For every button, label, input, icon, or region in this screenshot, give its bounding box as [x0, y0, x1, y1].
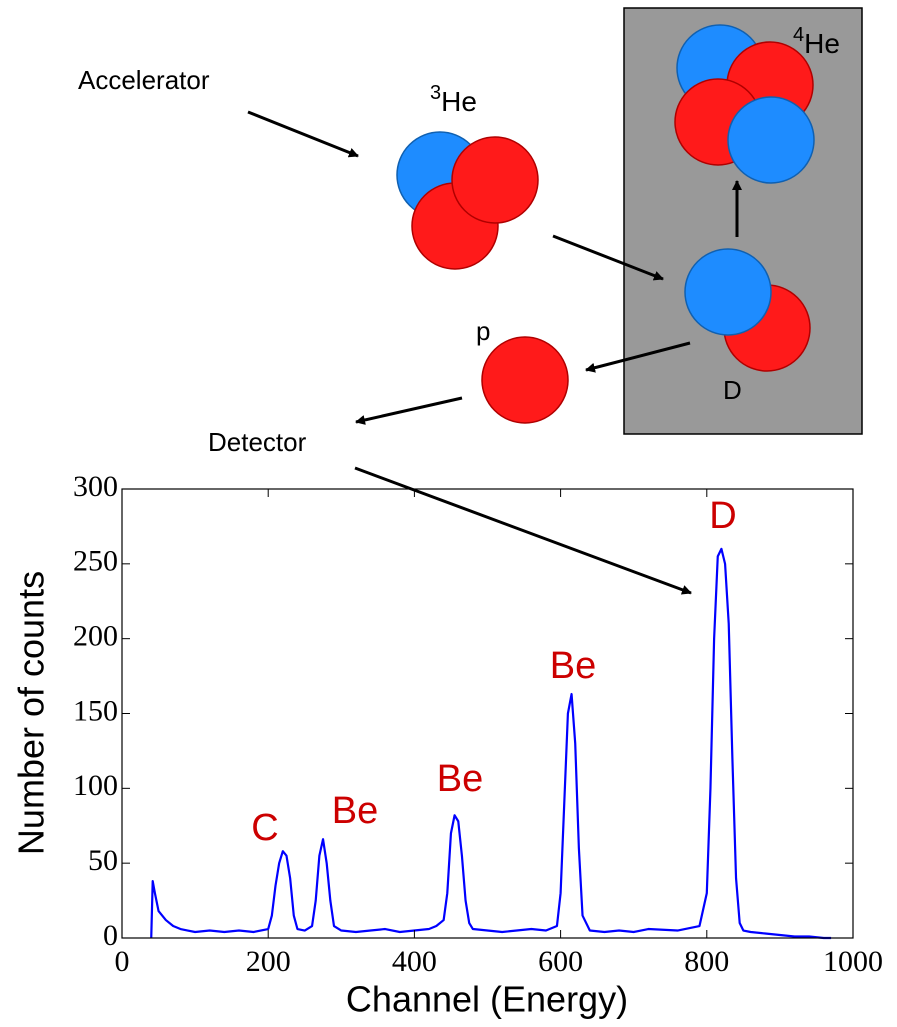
he4-nucleus	[674, 24, 815, 184]
y-tick-label: 150	[73, 694, 118, 727]
y-tick-label: 100	[73, 769, 118, 802]
y-tick-label: 250	[73, 545, 118, 578]
mass-number: 3	[430, 82, 441, 104]
deuteron-label: D	[723, 375, 742, 405]
detector-label: Detector	[208, 427, 307, 457]
x-tick-label: 600	[538, 945, 583, 978]
peak-label: C	[251, 807, 278, 849]
he3-label: 3He	[430, 82, 477, 117]
y-axis-label: Number of counts	[11, 571, 52, 855]
proton-label: p	[476, 316, 490, 346]
he4-label: 4He	[793, 24, 840, 59]
plot-frame	[121, 488, 854, 939]
he3-nucleus	[396, 131, 539, 270]
chart: Channel (Energy) Number of counts 0 50 100…	[11, 470, 883, 1020]
peak-label: Be	[437, 758, 483, 800]
x-tick-label: 0	[115, 945, 130, 978]
y-tick-label: 200	[73, 620, 118, 653]
mass-number: 4	[793, 24, 804, 46]
accelerator-label: Accelerator	[78, 65, 210, 95]
diagram: Accelerator 3He 4He p D Detector	[78, 7, 863, 595]
peak-label: D	[709, 495, 736, 537]
x-tick-label: 1000	[823, 945, 883, 978]
peak-label: Be	[550, 645, 596, 687]
y-tick-label: 0	[103, 919, 118, 952]
y-tick-label: 300	[73, 470, 118, 503]
x-axis-label: Channel (Energy)	[346, 979, 628, 1020]
x-tick-label: 400	[392, 945, 437, 978]
element-symbol: He	[804, 28, 840, 59]
proton-nucleus	[481, 336, 569, 424]
deuteron-nucleus	[684, 248, 811, 372]
spectrum-line	[150, 547, 832, 940]
peak-label: Be	[332, 790, 378, 832]
y-tick-label: 50	[88, 844, 118, 877]
x-tick-label: 200	[246, 945, 291, 978]
x-tick-label: 800	[684, 945, 729, 978]
element-symbol: He	[441, 86, 477, 117]
